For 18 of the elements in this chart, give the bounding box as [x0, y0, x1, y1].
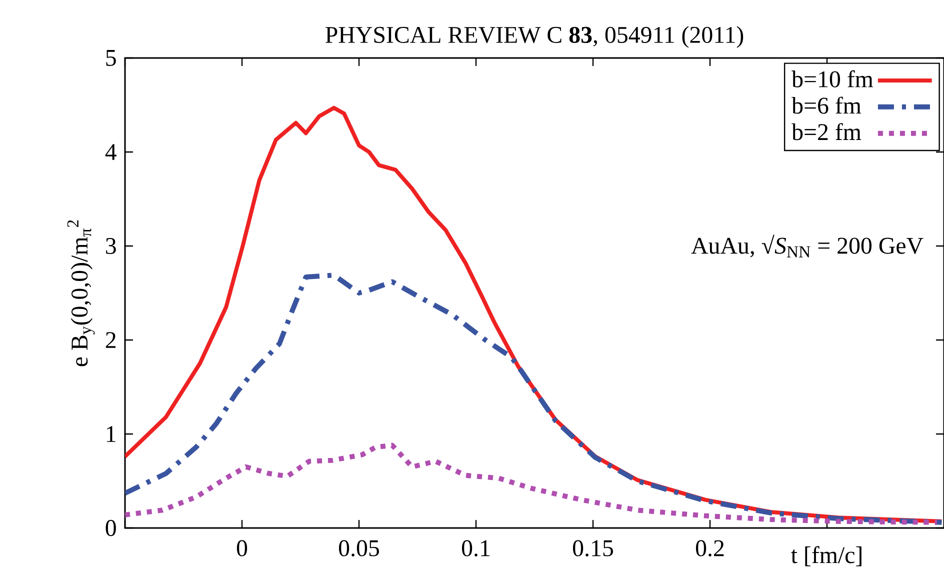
x-axis-title: t [fm/c]	[791, 546, 862, 566]
x-tick-label: 0.05	[338, 540, 379, 556]
annotation: AuAu, √S$_{NN}$ = 200 GeV	[691, 234, 924, 258]
chart-title: PHYSICAL REVIEW C 83, 054911 (2011)	[326, 26, 744, 48]
legend-label: b=6 fm	[792, 96, 862, 114]
y-tick-label: 4	[105, 144, 116, 160]
x-tick-label: 0	[236, 540, 248, 556]
y-tick-label: 5	[106, 50, 116, 66]
x-tick-label: 0.2	[696, 540, 724, 556]
x-tick-label: 0.1	[462, 540, 490, 556]
y-axis-title: e B$_{y}$(0,0,0)/m$_{π}$2	[67, 220, 95, 366]
y-tick-label: 1	[106, 426, 116, 442]
legend-label: b=10 fm	[792, 70, 874, 88]
y-tick-label: 0	[106, 520, 116, 536]
x-tick-label: 0.15	[572, 540, 613, 556]
y-tick-label: 2	[106, 332, 116, 348]
y-tick-label: 3	[106, 238, 116, 254]
legend-label: b=2 fm	[792, 123, 862, 140]
